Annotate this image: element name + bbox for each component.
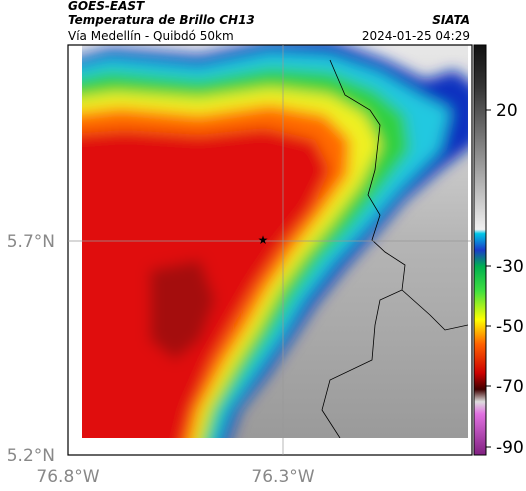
colorbar [473,44,487,456]
title: Temperatura de Brillo CH13 [68,13,255,27]
latitude-label: 5.2°N [7,446,55,466]
colorbar-tick-label: 20 [496,101,518,121]
colorbar-tick-label: -30 [496,257,524,277]
map-frame [67,44,473,456]
subtitle: Vía Medellín - Quibdó 50km [68,29,234,43]
latitude-label: 5.7°N [7,232,55,252]
organization: SIATA [432,13,470,27]
colorbar-tick-label: -50 [496,317,524,337]
satellite-image [82,45,468,438]
location-star: ★ [258,233,269,247]
longitude-label: 76.3°W [251,467,314,487]
colorbar-tick-label: -70 [496,377,524,397]
datetime: 2024-01-25 04:29 [362,29,470,43]
colorbar-ticks: 20 -30 -50 -70 -90 [486,101,524,458]
source: GOES-EAST [68,0,145,13]
longitude-label: 76.8°W [36,467,99,487]
colorbar-tick-label: -90 [496,438,524,458]
